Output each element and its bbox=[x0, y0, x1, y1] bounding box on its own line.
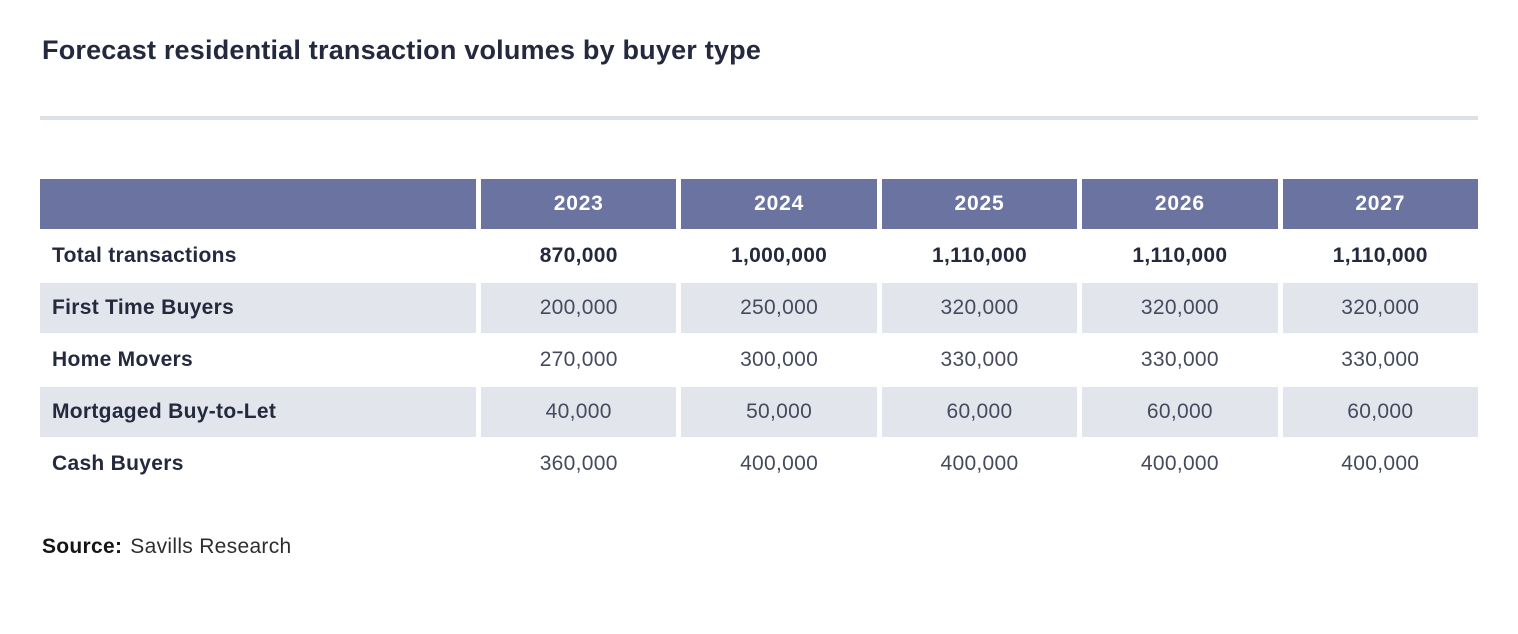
cell-value: 250,000 bbox=[681, 283, 877, 334]
row-label: Total transactions bbox=[52, 244, 237, 268]
report-page: Forecast residential transaction volumes… bbox=[0, 34, 1518, 559]
cell-value: 270,000 bbox=[539, 348, 618, 372]
cell-value: 320,000 bbox=[881, 283, 1078, 334]
table-row-first-time-buyers: First Time Buyers 200,000 250,000 320,00… bbox=[40, 283, 1478, 334]
row-label: Home Movers bbox=[52, 348, 194, 372]
header-cell-2026: 2026 bbox=[1082, 179, 1278, 230]
cell-value: 400,000 bbox=[740, 452, 819, 476]
cell-value: 330,000 bbox=[1341, 348, 1420, 372]
row-label: Cash Buyers bbox=[52, 452, 184, 476]
table-header-row: 2023 2024 2025 2026 2027 bbox=[40, 179, 1478, 230]
row-label: Mortgaged Buy-to-Let bbox=[40, 387, 476, 438]
header-cell-2027: 2027 bbox=[1282, 179, 1478, 230]
cell-value: 400,000 bbox=[940, 452, 1019, 476]
page-title: Forecast residential transaction volumes… bbox=[42, 35, 762, 65]
cell-value: 200,000 bbox=[481, 283, 677, 334]
table-row-total-transactions: Total transactions 870,000 1,000,000 1,1… bbox=[40, 231, 1478, 281]
table-row-mortgaged-buy-to-let: Mortgaged Buy-to-Let 40,000 50,000 60,00… bbox=[40, 387, 1478, 438]
cell-value: 1,110,000 bbox=[932, 244, 1027, 268]
source-line: Source: Savills Research bbox=[42, 535, 1476, 559]
cell-value: 60,000 bbox=[1282, 387, 1478, 438]
header-cell-2023: 2023 bbox=[481, 179, 677, 230]
cell-value: 320,000 bbox=[1082, 283, 1278, 334]
cell-value: 60,000 bbox=[881, 387, 1078, 438]
cell-value: 50,000 bbox=[681, 387, 877, 438]
header-cell-2025: 2025 bbox=[881, 179, 1078, 230]
table-row-home-movers: Home Movers 270,000 300,000 330,000 330,… bbox=[40, 335, 1478, 385]
cell-value: 360,000 bbox=[539, 452, 618, 476]
row-label: First Time Buyers bbox=[40, 283, 476, 334]
cell-value: 330,000 bbox=[940, 348, 1019, 372]
cell-value: 330,000 bbox=[1140, 348, 1219, 372]
header-cell-2024: 2024 bbox=[681, 179, 877, 230]
cell-value: 870,000 bbox=[539, 244, 618, 268]
header-cell-buyer-type bbox=[40, 179, 476, 230]
cell-value: 400,000 bbox=[1140, 452, 1219, 476]
source-value: Savills Research bbox=[130, 535, 292, 559]
cell-value: 60,000 bbox=[1082, 387, 1278, 438]
source-label: Source: bbox=[42, 535, 123, 559]
cell-value: 1,110,000 bbox=[1332, 244, 1428, 268]
cell-value: 1,000,000 bbox=[731, 244, 828, 268]
cell-value: 40,000 bbox=[481, 387, 677, 438]
transactions-table: 2023 2024 2025 2026 2027 Total transacti… bbox=[40, 179, 1478, 489]
table-row-cash-buyers: Cash Buyers 360,000 400,000 400,000 400,… bbox=[40, 439, 1478, 489]
cell-value: 320,000 bbox=[1282, 283, 1478, 334]
title-divider bbox=[40, 116, 1478, 121]
cell-value: 1,110,000 bbox=[1132, 244, 1228, 268]
cell-value: 400,000 bbox=[1341, 452, 1420, 476]
cell-value: 300,000 bbox=[740, 348, 819, 372]
